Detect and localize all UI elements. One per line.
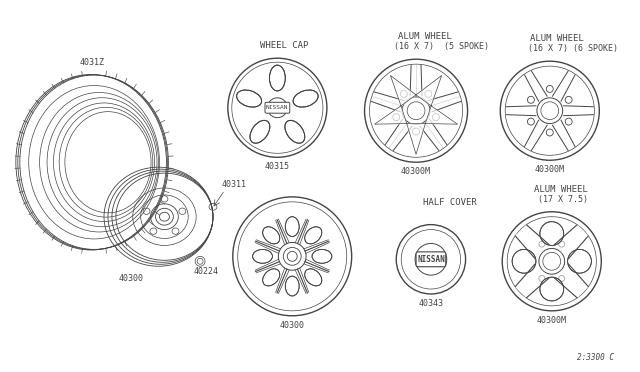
- Text: ALUM WHEEL: ALUM WHEEL: [534, 185, 588, 194]
- Circle shape: [568, 249, 591, 273]
- FancyBboxPatch shape: [416, 252, 446, 267]
- Polygon shape: [555, 264, 588, 298]
- Text: (16 X 7) (6 SPOKE): (16 X 7) (6 SPOKE): [528, 44, 618, 53]
- Polygon shape: [407, 124, 426, 154]
- Ellipse shape: [305, 269, 322, 286]
- Polygon shape: [555, 225, 588, 259]
- Text: 40300M: 40300M: [401, 167, 431, 176]
- Ellipse shape: [269, 65, 285, 91]
- Ellipse shape: [305, 227, 322, 244]
- Text: 40315: 40315: [265, 162, 290, 171]
- Text: NISSAN: NISSAN: [266, 105, 289, 110]
- Ellipse shape: [285, 276, 299, 296]
- Ellipse shape: [237, 90, 262, 107]
- Ellipse shape: [285, 217, 299, 237]
- Text: 40343: 40343: [419, 299, 444, 308]
- Polygon shape: [416, 76, 442, 106]
- Text: 40300: 40300: [280, 321, 305, 330]
- Ellipse shape: [253, 249, 273, 263]
- Text: 40300M: 40300M: [535, 165, 564, 174]
- Text: 2:3300 C: 2:3300 C: [577, 353, 614, 362]
- Circle shape: [540, 222, 564, 246]
- Text: ALUM WHEEL: ALUM WHEEL: [398, 32, 452, 41]
- Circle shape: [197, 258, 203, 264]
- Circle shape: [540, 277, 564, 301]
- Polygon shape: [390, 76, 416, 106]
- Text: 40224: 40224: [193, 267, 218, 276]
- Ellipse shape: [262, 269, 280, 286]
- Polygon shape: [426, 106, 458, 124]
- Text: 4031Z: 4031Z: [79, 58, 104, 67]
- Ellipse shape: [293, 90, 318, 107]
- Polygon shape: [515, 264, 549, 298]
- Ellipse shape: [250, 121, 270, 143]
- Text: 40300: 40300: [119, 274, 144, 283]
- Text: 40311: 40311: [222, 180, 247, 189]
- Text: ALUM WHEEL: ALUM WHEEL: [530, 34, 584, 44]
- Text: NISSAN: NISSAN: [417, 255, 445, 264]
- FancyBboxPatch shape: [265, 102, 290, 113]
- Text: (16 X 7)  (5 SPOKE): (16 X 7) (5 SPOKE): [394, 42, 489, 51]
- Text: WHEEL CAP: WHEEL CAP: [260, 41, 308, 50]
- Polygon shape: [515, 225, 549, 259]
- Ellipse shape: [285, 121, 305, 143]
- Ellipse shape: [312, 249, 332, 263]
- Text: HALF COVER: HALF COVER: [423, 198, 477, 207]
- Polygon shape: [374, 106, 407, 124]
- Ellipse shape: [262, 227, 280, 244]
- Text: (17 X 7.5): (17 X 7.5): [538, 195, 588, 204]
- Circle shape: [512, 249, 536, 273]
- Text: 40300M: 40300M: [537, 316, 567, 325]
